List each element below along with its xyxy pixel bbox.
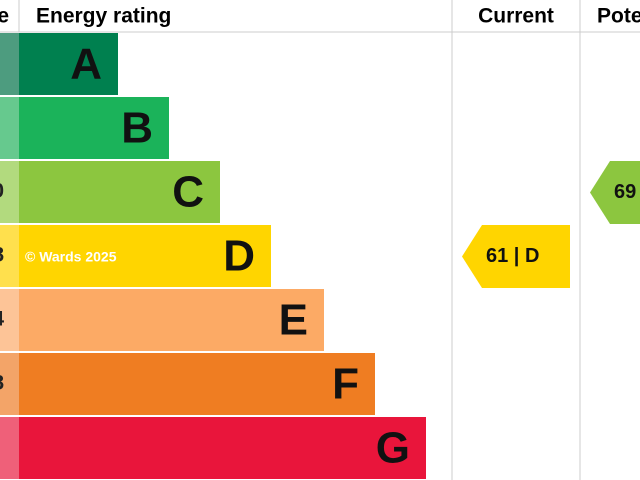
header-current: Current [478, 5, 554, 28]
current-arrow [462, 225, 570, 288]
band-letter: D [223, 232, 255, 281]
score-strip [0, 289, 19, 351]
potential-arrow [590, 161, 640, 224]
potential-label: 69 [614, 181, 636, 203]
band-bar [19, 417, 426, 479]
score-strip [0, 417, 19, 479]
score-strip [0, 161, 19, 223]
score-strip [0, 353, 19, 415]
band-letter: A [70, 40, 102, 89]
score-strip [0, 225, 19, 287]
header-rating: Energy rating [36, 5, 171, 28]
header-score: e [0, 5, 9, 28]
band-letter: F [332, 360, 359, 409]
band-bar [19, 353, 375, 415]
band-letter: E [279, 296, 308, 345]
band-letter: B [121, 104, 153, 153]
watermark: © Wards 2025 [25, 249, 117, 265]
score-range: 0 [0, 180, 4, 203]
band-bar [19, 97, 169, 159]
header-potential: Pote [597, 5, 640, 28]
score-range: 4 [0, 308, 4, 331]
band-bar [19, 161, 220, 223]
score-strip [0, 33, 19, 95]
band-bar [19, 225, 271, 287]
band-bar [19, 33, 118, 95]
score-range: 8 [0, 244, 4, 267]
score-range: 8 [0, 372, 4, 395]
score-strip [0, 97, 19, 159]
band-letter: C [172, 168, 204, 217]
band-bar [19, 289, 324, 351]
band-letter: G [376, 424, 410, 473]
current-label: 61 | D [486, 245, 539, 267]
